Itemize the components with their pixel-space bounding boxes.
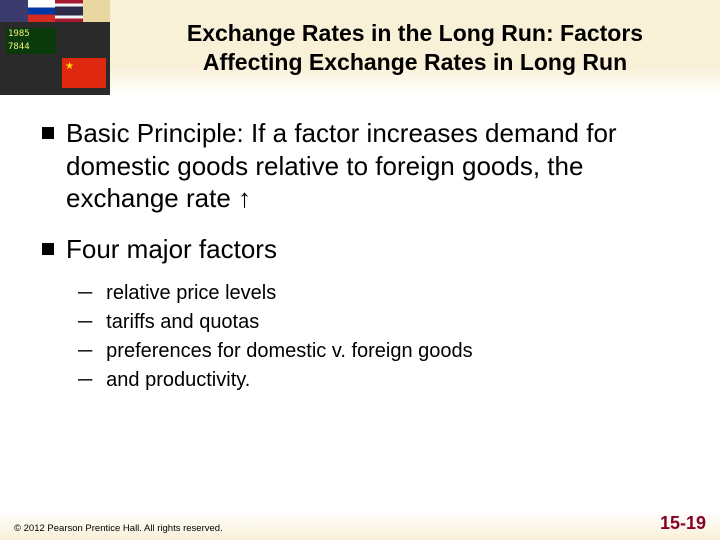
star-icon: ★ (65, 61, 74, 72)
china-flag: ★ (62, 58, 106, 88)
board-panel: 1985 7844 (6, 28, 56, 54)
factor-text: and productivity. (106, 366, 250, 395)
title-line-2: Affecting Exchange Rates in Long Run (128, 48, 702, 77)
bullet-principle: Basic Principle: If a factor increases d… (42, 117, 678, 215)
slide-footer: © 2012 Pearson Prentice Hall. All rights… (0, 510, 720, 540)
factor-text: relative price levels (106, 279, 276, 308)
bullet-mark-icon (42, 127, 54, 139)
factor-item: ─ and productivity. (78, 366, 678, 395)
factor-item: ─ tariffs and quotas (78, 308, 678, 337)
bullet-principle-text: Basic Principle: If a factor increases d… (66, 117, 678, 215)
page-number: 15-19 (660, 513, 706, 534)
title-line-1: Exchange Rates in the Long Run: Factors (128, 19, 702, 48)
flag-russia (28, 0, 56, 22)
bullet-factors-intro-text: Four major factors (66, 233, 277, 266)
flag-usa (0, 0, 28, 22)
header-decorative-image: 1985 7844 ★ (0, 0, 110, 95)
dash-icon: ─ (78, 337, 92, 366)
exchange-board: 1985 7844 ★ (0, 22, 110, 95)
factor-text: tariffs and quotas (106, 308, 259, 337)
factor-item: ─ preferences for domestic v. foreign go… (78, 337, 678, 366)
bullet-factors-intro: Four major factors (42, 233, 678, 266)
slide-header: 1985 7844 ★ Exchange Rates in the Long R… (0, 0, 720, 95)
bullet-mark-icon (42, 243, 54, 255)
slide-title: Exchange Rates in the Long Run: Factors … (110, 19, 720, 77)
flag-strip (0, 0, 110, 22)
dash-icon: ─ (78, 366, 92, 395)
flag-generic (83, 0, 111, 22)
dash-icon: ─ (78, 308, 92, 337)
factor-item: ─ relative price levels (78, 279, 678, 308)
board-text-top: 1985 (8, 28, 54, 41)
factor-text: preferences for domestic v. foreign good… (106, 337, 472, 366)
slide-content: Basic Principle: If a factor increases d… (0, 95, 720, 395)
dash-icon: ─ (78, 279, 92, 308)
copyright-text: © 2012 Pearson Prentice Hall. All rights… (14, 523, 223, 534)
flag-thailand (55, 0, 83, 22)
board-text-bottom: 7844 (8, 41, 54, 54)
